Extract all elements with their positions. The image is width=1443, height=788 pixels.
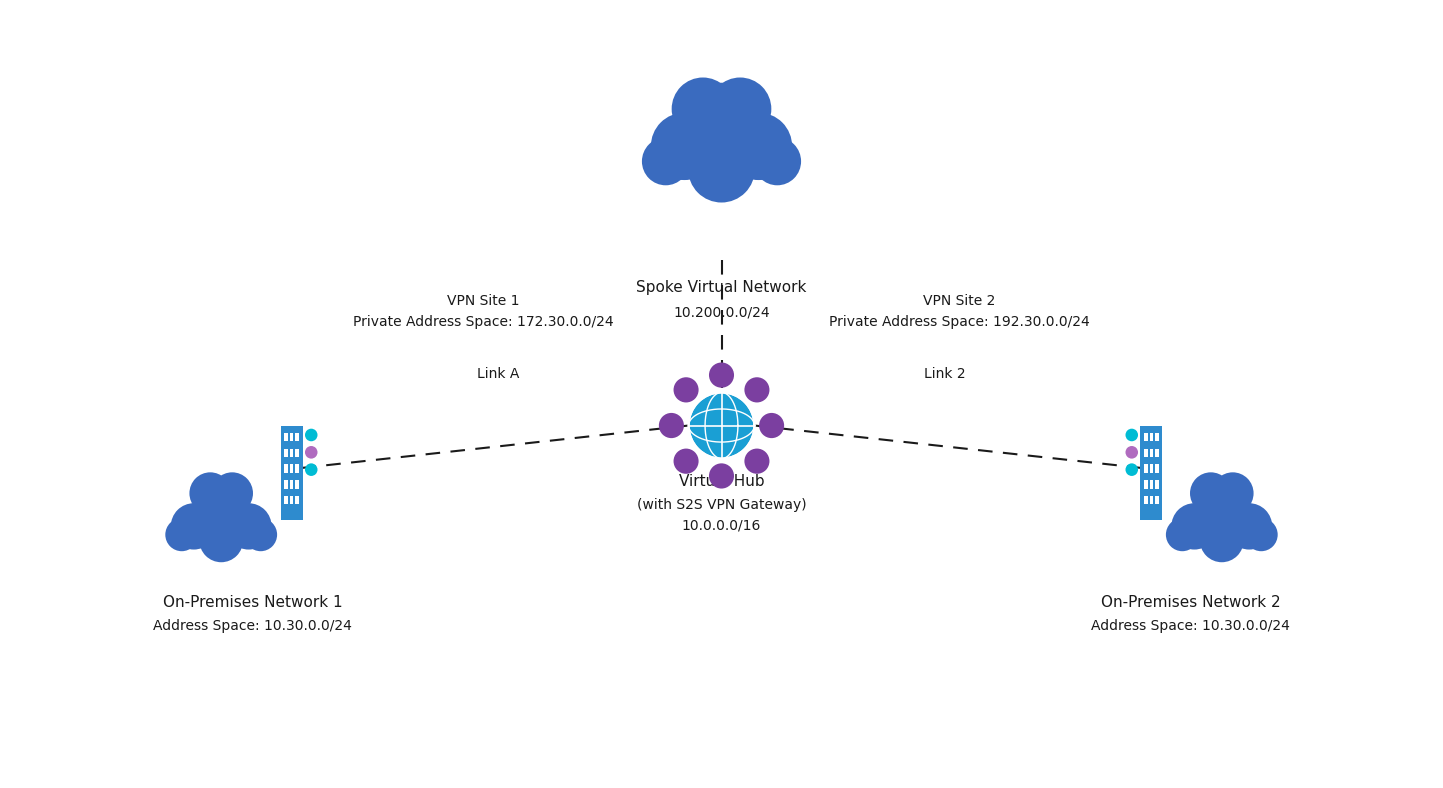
Ellipse shape xyxy=(1126,446,1139,459)
Ellipse shape xyxy=(1126,429,1139,441)
Text: On-Premises Network 2: On-Premises Network 2 xyxy=(1101,595,1280,610)
Ellipse shape xyxy=(211,472,253,515)
Ellipse shape xyxy=(1192,485,1253,545)
Ellipse shape xyxy=(674,377,698,403)
FancyBboxPatch shape xyxy=(1144,433,1147,441)
FancyBboxPatch shape xyxy=(281,426,303,520)
FancyBboxPatch shape xyxy=(296,464,299,473)
Text: Link A: Link A xyxy=(476,367,519,381)
Text: On-Premises Network 1: On-Premises Network 1 xyxy=(163,595,342,610)
FancyBboxPatch shape xyxy=(284,496,289,504)
Ellipse shape xyxy=(674,448,698,474)
FancyBboxPatch shape xyxy=(1150,448,1153,457)
Text: VPN Site 2
Private Address Space: 192.30.0.0/24: VPN Site 2 Private Address Space: 192.30… xyxy=(830,294,1089,329)
Ellipse shape xyxy=(1172,504,1218,549)
FancyBboxPatch shape xyxy=(1150,433,1153,441)
FancyBboxPatch shape xyxy=(1150,464,1153,473)
Ellipse shape xyxy=(651,113,717,180)
FancyBboxPatch shape xyxy=(290,496,293,504)
Text: Virtual Hub: Virtual Hub xyxy=(678,474,765,489)
Ellipse shape xyxy=(1201,519,1244,563)
Ellipse shape xyxy=(166,519,198,552)
FancyBboxPatch shape xyxy=(284,464,289,473)
FancyBboxPatch shape xyxy=(290,480,293,489)
Ellipse shape xyxy=(688,136,755,203)
FancyBboxPatch shape xyxy=(290,448,293,457)
Ellipse shape xyxy=(709,362,734,388)
FancyBboxPatch shape xyxy=(296,496,299,504)
Ellipse shape xyxy=(244,519,277,552)
Text: 10.0.0.0/16: 10.0.0.0/16 xyxy=(681,519,762,533)
Ellipse shape xyxy=(642,137,690,185)
Text: Spoke Virtual Network: Spoke Virtual Network xyxy=(636,280,807,295)
FancyBboxPatch shape xyxy=(284,433,289,441)
FancyBboxPatch shape xyxy=(296,480,299,489)
Ellipse shape xyxy=(759,413,784,438)
FancyBboxPatch shape xyxy=(1140,426,1162,520)
Ellipse shape xyxy=(225,504,271,549)
FancyBboxPatch shape xyxy=(296,433,299,441)
Ellipse shape xyxy=(1126,463,1139,476)
FancyBboxPatch shape xyxy=(1144,480,1147,489)
FancyBboxPatch shape xyxy=(1154,464,1159,473)
FancyBboxPatch shape xyxy=(1150,496,1153,504)
Text: 10.200.0.0/24: 10.200.0.0/24 xyxy=(674,306,769,320)
Text: (with S2S VPN Gateway): (with S2S VPN Gateway) xyxy=(636,498,807,512)
Text: Address Space: 10.30.0.0/24: Address Space: 10.30.0.0/24 xyxy=(1091,619,1290,633)
Ellipse shape xyxy=(1227,504,1273,549)
FancyBboxPatch shape xyxy=(1154,480,1159,489)
Text: Address Space: 10.30.0.0/24: Address Space: 10.30.0.0/24 xyxy=(153,619,352,633)
FancyBboxPatch shape xyxy=(284,480,289,489)
Ellipse shape xyxy=(709,77,772,140)
FancyBboxPatch shape xyxy=(1150,480,1153,489)
Ellipse shape xyxy=(745,448,769,474)
Ellipse shape xyxy=(709,463,734,489)
FancyBboxPatch shape xyxy=(1154,433,1159,441)
FancyBboxPatch shape xyxy=(290,464,293,473)
FancyBboxPatch shape xyxy=(1154,496,1159,504)
FancyBboxPatch shape xyxy=(1144,448,1147,457)
Ellipse shape xyxy=(745,377,769,403)
Ellipse shape xyxy=(170,504,216,549)
Ellipse shape xyxy=(304,446,317,459)
Ellipse shape xyxy=(671,77,734,140)
Ellipse shape xyxy=(304,429,317,441)
Text: VPN Site 1
Private Address Space: 172.30.0.0/24: VPN Site 1 Private Address Space: 172.30… xyxy=(354,294,613,329)
Ellipse shape xyxy=(1190,472,1232,515)
Ellipse shape xyxy=(199,519,242,563)
FancyBboxPatch shape xyxy=(284,448,289,457)
FancyBboxPatch shape xyxy=(296,448,299,457)
Ellipse shape xyxy=(190,485,251,545)
Ellipse shape xyxy=(1245,519,1277,552)
Ellipse shape xyxy=(726,113,792,180)
FancyBboxPatch shape xyxy=(1144,496,1147,504)
Text: Link 2: Link 2 xyxy=(925,367,965,381)
Ellipse shape xyxy=(753,137,801,185)
Ellipse shape xyxy=(688,392,755,459)
FancyBboxPatch shape xyxy=(1144,464,1147,473)
Ellipse shape xyxy=(677,83,766,173)
Ellipse shape xyxy=(659,413,684,438)
Ellipse shape xyxy=(304,463,317,476)
FancyBboxPatch shape xyxy=(1154,448,1159,457)
FancyBboxPatch shape xyxy=(290,433,293,441)
Ellipse shape xyxy=(1212,472,1254,515)
Ellipse shape xyxy=(1166,519,1199,552)
Ellipse shape xyxy=(189,472,231,515)
